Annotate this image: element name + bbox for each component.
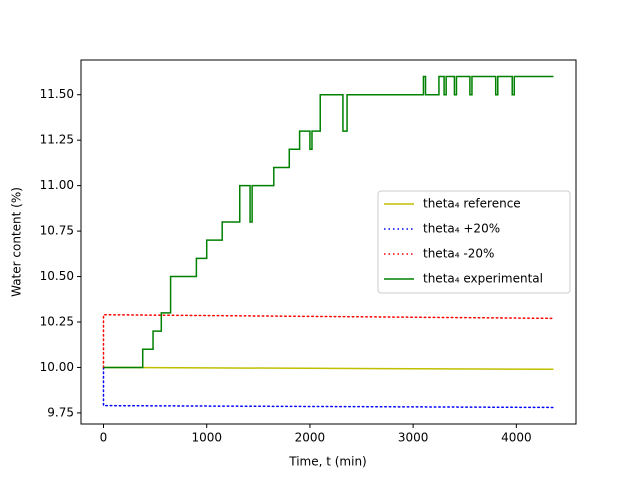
legend: theta₄ reference theta₄ +20% theta₄ -20% th…	[377, 190, 571, 294]
x-tick-label: 2000	[295, 431, 326, 445]
legend-label: theta₄ reference	[423, 197, 521, 211]
y-tick-label: 10.25	[40, 315, 74, 329]
y-tick-label: 11.25	[40, 133, 74, 147]
y-tick-label: 11.50	[40, 87, 74, 101]
x-tick-label: 4000	[501, 431, 532, 445]
plot-frame	[80, 59, 577, 425]
legend-label: theta₄ -20%	[423, 247, 494, 261]
data-line	[103, 75, 554, 369]
x-tick-label: 0	[100, 431, 108, 445]
x-tick-label: 3000	[398, 431, 429, 445]
legend-box	[377, 190, 571, 294]
y-tick-label: 10.00	[40, 360, 74, 374]
legend-label: theta₄ experimental	[423, 272, 543, 286]
legend-label: theta₄ +20%	[423, 222, 500, 236]
x-tick-label: 1000	[191, 431, 222, 445]
y-axis-label: Water content (%)	[10, 187, 24, 297]
y-tick-label: 10.50	[40, 269, 74, 283]
data-line	[102, 313, 555, 369]
x-axis-label: Time, t (min)	[288, 455, 367, 469]
data-line	[102, 366, 555, 409]
data-line	[103, 366, 554, 371]
y-tick-label: 11.00	[40, 178, 74, 192]
y-tick-label: 10.75	[40, 224, 74, 238]
y-tick-label: 9.75	[47, 405, 74, 419]
